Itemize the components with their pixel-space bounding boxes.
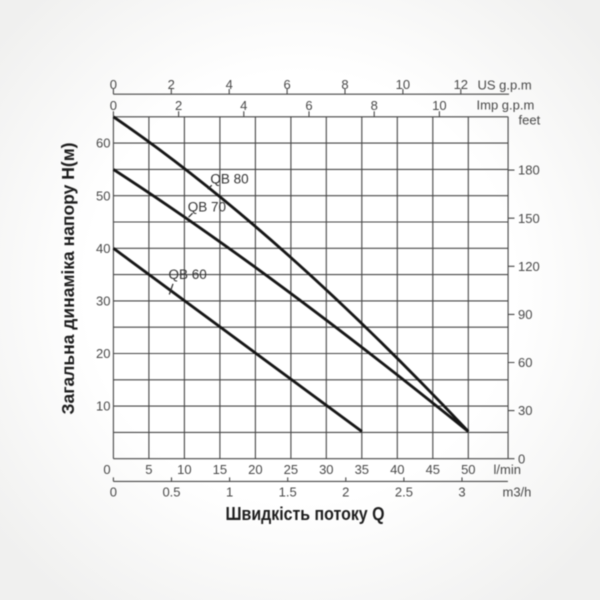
svg-text:2.5: 2.5 — [395, 485, 413, 500]
svg-text:4: 4 — [240, 98, 247, 113]
svg-text:0: 0 — [110, 77, 117, 92]
svg-text:20: 20 — [96, 346, 110, 361]
svg-text:0.5: 0.5 — [162, 485, 180, 500]
svg-text:2: 2 — [342, 485, 349, 500]
svg-text:12: 12 — [454, 77, 468, 92]
svg-text:45: 45 — [426, 462, 440, 477]
svg-text:QB 80: QB 80 — [210, 172, 248, 187]
svg-text:2: 2 — [168, 77, 175, 92]
svg-text:50: 50 — [96, 188, 110, 203]
svg-text:30: 30 — [319, 462, 333, 477]
svg-text:30: 30 — [518, 403, 532, 418]
svg-text:1: 1 — [226, 485, 233, 500]
svg-text:Imp g.p.m: Imp g.p.m — [477, 98, 535, 113]
svg-text:30: 30 — [96, 294, 110, 309]
svg-text:6: 6 — [283, 77, 290, 92]
svg-text:6: 6 — [305, 98, 312, 113]
svg-text:10: 10 — [396, 77, 410, 92]
svg-text:Загальна динаміка напору Н(м): Загальна динаміка напору Н(м) — [58, 143, 78, 415]
svg-text:60: 60 — [96, 136, 110, 151]
svg-text:0: 0 — [110, 98, 117, 113]
svg-text:QB 60: QB 60 — [169, 267, 207, 282]
svg-text:l/min: l/min — [494, 462, 521, 477]
svg-text:90: 90 — [518, 307, 532, 322]
svg-text:25: 25 — [284, 462, 298, 477]
svg-text:50: 50 — [461, 462, 475, 477]
svg-text:40: 40 — [96, 241, 110, 256]
svg-text:60: 60 — [518, 355, 532, 370]
svg-text:US g.p.m: US g.p.m — [478, 78, 532, 93]
svg-text:8: 8 — [371, 98, 378, 113]
svg-text:1.5: 1.5 — [279, 485, 297, 500]
svg-text:Швидкість потоку Q: Швидкість потоку Q — [226, 503, 385, 524]
svg-text:8: 8 — [341, 77, 348, 92]
svg-text:m3/h: m3/h — [503, 485, 532, 500]
svg-text:0: 0 — [110, 485, 117, 500]
svg-text:2: 2 — [175, 98, 182, 113]
svg-text:150: 150 — [518, 211, 540, 226]
svg-text:20: 20 — [248, 462, 262, 477]
svg-text:180: 180 — [518, 163, 540, 178]
svg-text:35: 35 — [355, 462, 369, 477]
svg-text:4: 4 — [226, 77, 233, 92]
svg-text:10: 10 — [96, 399, 110, 414]
svg-text:120: 120 — [518, 259, 540, 274]
svg-text:QB 70: QB 70 — [188, 200, 226, 215]
svg-text:feet: feet — [519, 113, 541, 128]
svg-text:15: 15 — [213, 462, 227, 477]
svg-text:0: 0 — [518, 451, 525, 466]
svg-text:0: 0 — [103, 462, 110, 477]
svg-text:40: 40 — [390, 462, 404, 477]
svg-text:10: 10 — [432, 98, 446, 113]
svg-text:10: 10 — [177, 462, 191, 477]
svg-text:3: 3 — [458, 485, 465, 500]
svg-text:5: 5 — [145, 462, 152, 477]
